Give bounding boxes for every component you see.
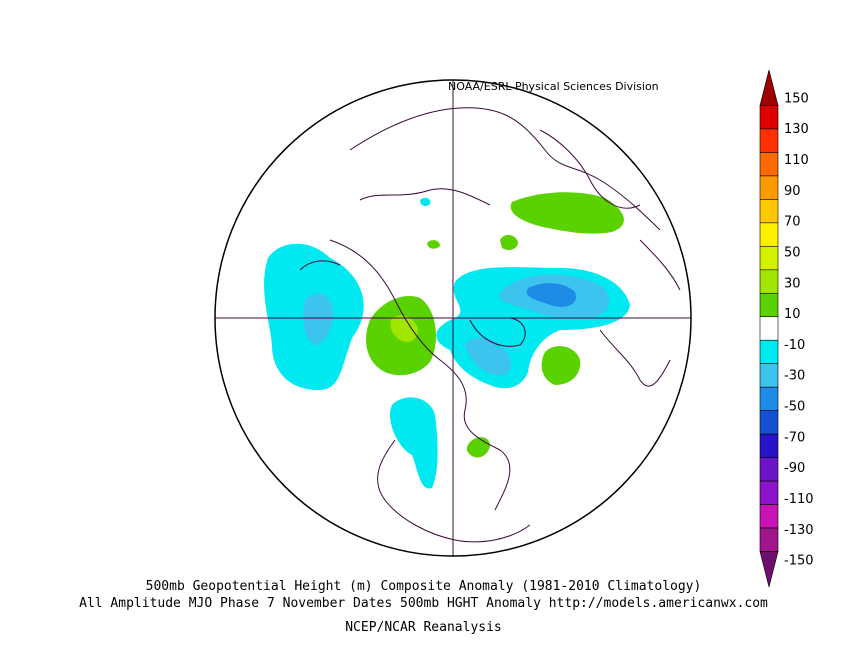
colorbar-swatch	[759, 551, 779, 588]
anomaly-positive-alaska-core	[390, 315, 418, 342]
colorbar-swatch	[759, 339, 779, 365]
hemisphere-boundary	[214, 79, 692, 557]
colorbar-tick-label: 110	[784, 153, 809, 168]
colorbar-tick-label: -150	[784, 554, 814, 569]
colorbar-tick-label: -130	[784, 523, 814, 538]
colorbar-swatch	[759, 199, 779, 224]
coastlines	[299, 107, 681, 543]
colorbar-swatch	[759, 292, 779, 318]
colorbar-tick-label: 130	[784, 122, 809, 137]
colorbar-tick-label: 50	[784, 245, 801, 260]
anomaly-negative-north-pacific-core	[303, 293, 334, 345]
anomaly-negative-greenland-core	[465, 337, 512, 376]
colorbar-tick-label: 90	[784, 184, 801, 199]
anomaly-positive-small-1	[500, 234, 518, 250]
anomaly-negative-europe-core-deep	[526, 283, 576, 307]
colorbar-swatch	[759, 128, 779, 153]
anomaly-shading	[264, 192, 630, 489]
colorbar-swatch	[759, 433, 779, 458]
credit-label: NOAA/ESRL Physical Sciences Division	[448, 80, 659, 93]
colorbar-swatch	[759, 363, 779, 388]
colorbar-tick-label: -90	[784, 461, 805, 476]
caption-line-3: NCEP/NCAR Reanalysis	[345, 620, 502, 635]
anomaly-positive-siberia	[510, 192, 624, 234]
colorbar-tick-label: 30	[784, 276, 801, 291]
colorbar-swatch	[759, 386, 779, 411]
colorbar-tick-label: 150	[784, 91, 809, 106]
colorbar-tick-label: -50	[784, 400, 805, 415]
colorbar-swatch	[759, 316, 779, 341]
colorbar-swatch	[759, 152, 779, 177]
graticule	[215, 80, 691, 556]
colorbar-swatch	[759, 105, 779, 130]
colorbar-tick-label: -30	[784, 369, 805, 384]
colorbar-swatch	[759, 175, 779, 200]
caption-line-2: All Amplitude MJO Phase 7 November Dates…	[79, 596, 768, 611]
colorbar: 150 130 110 90 70 50 30 10 -10 -30 -50 -70 -90 -110 -1…	[759, 69, 814, 588]
colorbar-swatch	[759, 457, 779, 482]
colorbar-tick-label: 10	[784, 307, 801, 322]
colorbar-swatch	[759, 504, 779, 529]
colorbar-tick-label: -70	[784, 430, 805, 445]
colorbar-swatch	[759, 410, 779, 435]
anomaly-positive-small-2	[427, 240, 440, 249]
colorbar-tick-label: -110	[784, 492, 814, 507]
colorbar-swatch	[759, 269, 779, 294]
anomaly-positive-atlantic	[541, 346, 581, 385]
anomaly-negative-west-us	[390, 397, 438, 489]
colorbar-swatch	[759, 527, 779, 552]
anomaly-negative-small	[420, 197, 431, 207]
colorbar-swatch	[759, 222, 779, 247]
colorbar-swatch	[759, 480, 779, 505]
colorbar-tick-label: -10	[784, 338, 805, 353]
colorbar-swatch	[759, 69, 779, 106]
caption-line-1: 500mb Geopotential Height (m) Composite …	[145, 579, 702, 594]
anomaly-positive-east-us	[466, 437, 490, 458]
colorbar-tick-label: 70	[784, 215, 801, 230]
colorbar-swatch	[759, 246, 779, 271]
